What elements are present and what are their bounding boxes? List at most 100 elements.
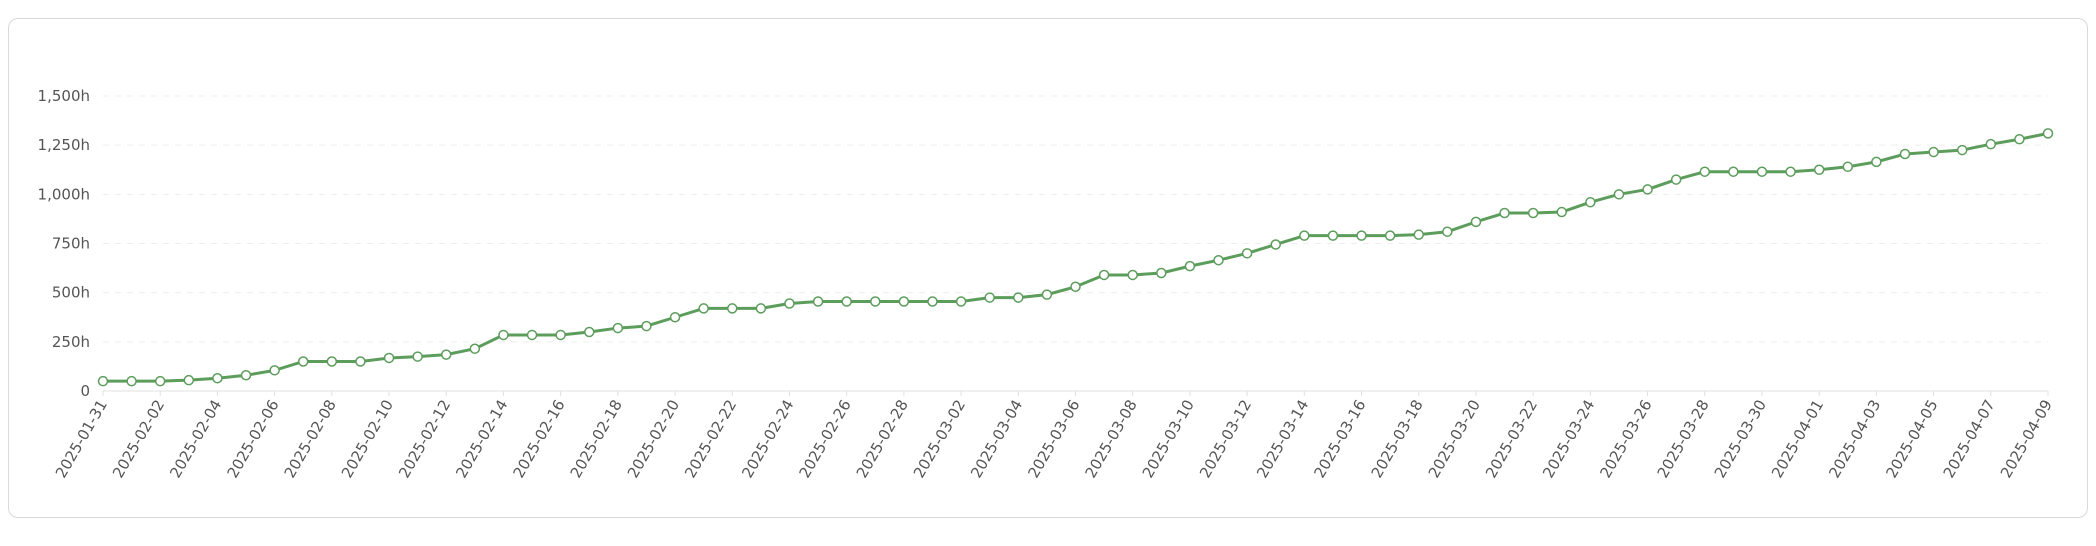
data-point[interactable] [669, 312, 681, 323]
data-point[interactable] [1442, 226, 1453, 237]
data-point[interactable] [1985, 138, 1997, 150]
data-point[interactable] [2042, 128, 2054, 139]
data-point[interactable] [183, 374, 195, 386]
data-point[interactable] [355, 356, 366, 367]
data-point[interactable] [641, 320, 652, 332]
x-tick-label: 2025-02-18 [567, 397, 626, 482]
x-tick-label: 2025-03-22 [1482, 397, 1541, 482]
data-point[interactable] [412, 351, 423, 362]
data-point[interactable] [1127, 269, 1138, 281]
data-point[interactable] [1928, 146, 1939, 158]
data-point[interactable] [97, 375, 109, 387]
y-tick-label: 500h [52, 284, 90, 302]
data-point[interactable] [1070, 281, 1081, 293]
data-point[interactable] [1728, 166, 1739, 177]
x-tick-label: 2025-02-12 [395, 397, 454, 482]
data-point[interactable] [1813, 164, 1825, 175]
x-tick-label: 2025-04-01 [1768, 397, 1827, 482]
x-tick-label: 2025-03-02 [910, 397, 969, 482]
data-point[interactable] [1613, 189, 1625, 200]
y-tick-label: 1,000h [38, 185, 90, 203]
data-point[interactable] [212, 372, 223, 384]
data-point[interactable] [1241, 248, 1253, 259]
data-point[interactable] [1670, 174, 1682, 185]
data-point[interactable] [1785, 166, 1796, 177]
x-tick-label: 2025-03-24 [1539, 397, 1598, 482]
data-point[interactable] [1499, 207, 1510, 219]
data-point[interactable] [1585, 196, 1596, 208]
data-point[interactable] [1527, 207, 1539, 219]
data-point[interactable] [584, 326, 595, 338]
data-point[interactable] [526, 329, 538, 341]
x-tick-label: 2025-02-24 [738, 397, 797, 482]
y-tick-label: 750h [52, 235, 90, 253]
x-tick-label: 2025-04-05 [1882, 397, 1941, 482]
data-point[interactable] [1470, 216, 1482, 228]
data-point[interactable] [841, 296, 852, 307]
x-tick-label: 2025-04-09 [1997, 397, 2056, 482]
x-tick-label: 2025-02-26 [796, 397, 855, 482]
data-point[interactable] [1871, 156, 1882, 168]
data-point[interactable] [1041, 289, 1053, 300]
data-point[interactable] [440, 349, 452, 360]
data-point[interactable] [1413, 229, 1424, 240]
y-tick-label: 1,500h [38, 87, 90, 105]
data-point[interactable] [612, 322, 624, 334]
x-tick-label: 2025-03-08 [1082, 397, 1141, 482]
data-point[interactable] [326, 356, 338, 367]
data-point[interactable] [1013, 292, 1024, 303]
series-layer [103, 131, 2049, 383]
data-point[interactable] [812, 296, 824, 307]
x-tick-label: 2025-02-08 [281, 397, 340, 482]
data-point[interactable] [1899, 148, 1911, 160]
data-point[interactable] [755, 303, 767, 314]
data-point[interactable] [1327, 230, 1339, 241]
y-axis: 0 250h 500h 750h 1,000h 1,250h 1,500h [38, 87, 90, 400]
data-point[interactable] [870, 296, 881, 307]
data-point[interactable] [1556, 206, 1567, 218]
data-point[interactable] [1699, 166, 1711, 177]
data-point[interactable] [1098, 269, 1110, 281]
x-tick-label: 2025-02-10 [338, 397, 397, 482]
data-point[interactable] [469, 343, 481, 354]
x-tick-label: 2025-03-28 [1654, 397, 1713, 482]
data-point[interactable] [1956, 144, 1968, 156]
x-tick-label: 2025-04-03 [1825, 397, 1884, 482]
data-point[interactable] [1356, 230, 1367, 241]
data-point[interactable] [1156, 267, 1167, 279]
data-point[interactable] [784, 298, 795, 309]
data-point[interactable] [1299, 230, 1310, 241]
data-point[interactable] [383, 352, 395, 364]
data-point[interactable] [1642, 184, 1653, 195]
data-point[interactable] [984, 292, 995, 303]
data-point[interactable] [1270, 239, 1281, 250]
data-point[interactable] [955, 296, 967, 307]
x-tick-label: 2025-02-02 [109, 397, 168, 482]
x-tick-label: 2025-03-18 [1368, 397, 1427, 482]
data-point[interactable] [898, 296, 910, 307]
x-tick-label: 2025-03-26 [1596, 397, 1655, 482]
data-point[interactable] [126, 375, 137, 387]
data-point[interactable] [1842, 161, 1854, 173]
data-point[interactable] [498, 329, 509, 341]
data-point[interactable] [297, 356, 309, 367]
data-point[interactable] [269, 365, 280, 376]
data-point[interactable] [698, 303, 709, 314]
data-point[interactable] [2014, 134, 2025, 145]
x-tick-label: 2025-03-20 [1425, 397, 1484, 482]
data-point[interactable] [1756, 166, 1768, 177]
data-point[interactable] [727, 303, 738, 314]
data-point[interactable] [1384, 230, 1396, 241]
x-tick-label: 2025-03-04 [967, 397, 1026, 482]
data-point[interactable] [1184, 260, 1196, 272]
data-point[interactable] [555, 329, 566, 341]
data-point[interactable] [1213, 254, 1224, 266]
data-point[interactable] [927, 296, 938, 307]
data-point[interactable] [240, 370, 252, 381]
x-tick-label: 2025-03-12 [1196, 397, 1255, 482]
data-point[interactable] [154, 375, 166, 387]
points-layer [97, 128, 2054, 387]
y-tick-label: 250h [52, 333, 90, 351]
x-tick-label: 2025-01-31 [52, 397, 111, 482]
